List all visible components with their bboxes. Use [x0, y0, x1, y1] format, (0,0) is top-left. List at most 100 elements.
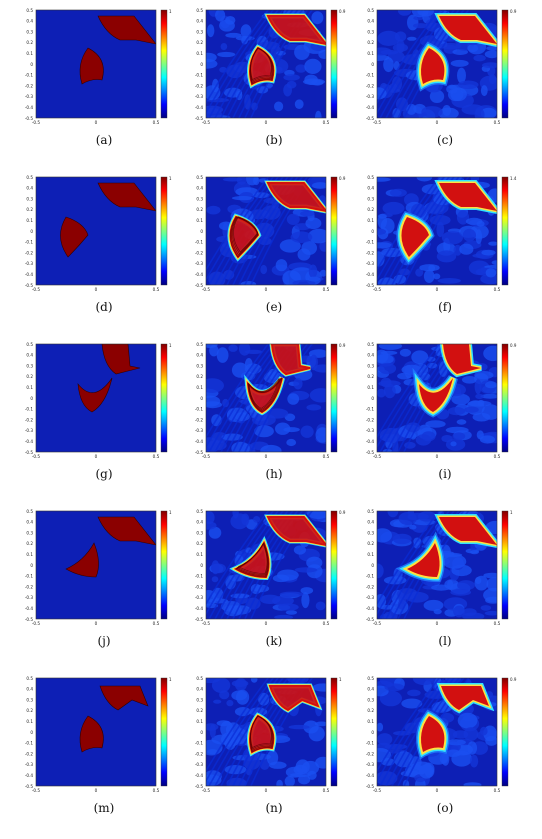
y-tick-label: -0.3 [195, 261, 204, 266]
panel-plot: 0.5 0.4 0.3 0.2 0.1 0 -0.1 -0.2 -0.3 -0.4 -0.5-0.5… [25, 175, 172, 292]
y-tick-label: 0.5 [196, 509, 203, 514]
x-tick-label: 0.5 [323, 454, 330, 459]
x-tick-label: -0.5 [373, 454, 382, 459]
axes-frame [205, 176, 327, 286]
axes-frame [35, 677, 157, 787]
y-tick-label: 0.1 [26, 385, 33, 390]
colorbar [501, 677, 509, 787]
x-tick-label: 0 [265, 120, 268, 125]
y-tick-label: -0.4 [25, 439, 34, 444]
y-tick-label: 0.4 [196, 353, 203, 358]
y-tick-label: 0.5 [26, 509, 33, 514]
y-tick-label: 0.3 [196, 29, 203, 34]
y-tick-label: 0.4 [26, 186, 33, 191]
colorbar-max-label: 0.9 [510, 9, 517, 14]
y-tick-label: -0.2 [25, 83, 34, 88]
y-tick-label: 0.5 [26, 676, 33, 681]
y-tick-label: -0.3 [366, 94, 375, 99]
y-tick-label: 0.5 [26, 175, 33, 180]
y-tick-label: -0.5 [195, 283, 204, 288]
y-tick-label: -0.4 [366, 272, 375, 277]
y-tick-label: 0.1 [26, 719, 33, 724]
panel-f: 0.5 0.4 0.3 0.2 0.1 0 -0.1 -0.2 -0.3 -0.4 -0.5 -0.5… [355, 173, 535, 338]
colorbar [501, 9, 509, 119]
y-tick-label: -0.4 [366, 606, 375, 611]
x-tick-label: -0.5 [373, 788, 382, 793]
colorbar-max-label: 0.9 [339, 9, 346, 14]
y-tick-label: -0.3 [195, 94, 204, 99]
panel-plot: 0.5 0.4 0.3 0.2 0.1 0 -0.1 -0.2 -0.3 -0.4 -0.5-0.5… [195, 509, 346, 626]
y-tick-label: -0.4 [25, 773, 34, 778]
y-tick-label: -0.3 [366, 428, 375, 433]
y-tick-label: 0.2 [26, 541, 33, 546]
y-tick-label: -0.4 [25, 105, 34, 110]
y-tick-label: 0.5 [196, 342, 203, 347]
panel-i: 0.5 0.4 0.3 0.2 0.1 0 -0.1 -0.2 -0.3 -0.4 -0.5 -0.5… [355, 340, 535, 505]
y-tick-label: -0.1 [25, 73, 34, 78]
y-tick-label: -0.3 [25, 595, 34, 600]
y-tick-label: -0.3 [195, 428, 204, 433]
y-tick-label: 0.4 [367, 520, 374, 525]
field-image [377, 344, 497, 452]
y-tick-label: -0.2 [366, 751, 375, 756]
x-tick-label: 0.5 [323, 287, 330, 292]
y-tick-label: 0.2 [196, 40, 203, 45]
x-tick-label: 0.5 [323, 621, 330, 626]
x-tick-label: -0.5 [373, 120, 382, 125]
colorbar-max-label: 0.9 [510, 343, 517, 348]
y-tick-label: -0.4 [25, 606, 34, 611]
axes-frame [376, 677, 498, 787]
y-tick-label: 0.2 [26, 207, 33, 212]
y-tick-label: -0.1 [195, 741, 204, 746]
colorbar [501, 510, 509, 620]
y-tick-label: 0 [371, 563, 374, 568]
panel-h: 0.5 0.4 0.3 0.2 0.1 0 -0.1 -0.2 -0.3 -0.4 -0.5 -0.5… [184, 340, 364, 505]
y-tick-label: 0.1 [367, 218, 374, 223]
y-tick-label: 0.1 [367, 51, 374, 56]
y-tick-label: 0.1 [26, 51, 33, 56]
panel-caption: (a) [95, 133, 113, 147]
x-tick-label: 0.5 [153, 120, 160, 125]
colorbar [330, 510, 338, 620]
colorbar-max-label: 1 [510, 510, 513, 515]
panel-caption: (f) [438, 300, 452, 314]
y-tick-label: -0.4 [366, 773, 375, 778]
field-image [36, 511, 156, 619]
x-tick-label: 0 [436, 454, 439, 459]
y-tick-label: -0.3 [25, 762, 34, 767]
y-tick-label: 0.4 [367, 19, 374, 24]
y-tick-label: 0.4 [367, 186, 374, 191]
y-tick-label: 0.1 [367, 719, 374, 724]
y-tick-label: 0.3 [196, 196, 203, 201]
colorbar [160, 343, 168, 453]
x-tick-label: -0.5 [32, 287, 41, 292]
y-tick-label: 0.3 [26, 196, 33, 201]
field-image [377, 177, 497, 285]
y-tick-label: 0.1 [367, 552, 374, 557]
y-tick-label: 0.4 [196, 186, 203, 191]
x-tick-label: 0.5 [494, 454, 501, 459]
y-tick-label: -0.3 [366, 595, 375, 600]
panel-plot: 0.5 0.4 0.3 0.2 0.1 0 -0.1 -0.2 -0.3 -0.4 -0.5-0.5… [25, 509, 172, 626]
panel-caption: (o) [436, 801, 454, 815]
y-tick-label: -0.3 [25, 261, 34, 266]
y-tick-label: 0 [200, 62, 203, 67]
y-tick-label: 0.2 [367, 708, 374, 713]
panel-plot: 0.5 0.4 0.3 0.2 0.1 0 -0.1 -0.2 -0.3 -0.4 -0.5-0.5… [25, 342, 172, 459]
colorbar [330, 677, 338, 787]
y-tick-label: -0.1 [25, 574, 34, 579]
y-tick-label: 0.1 [196, 385, 203, 390]
panel-e: 0.5 0.4 0.3 0.2 0.1 0 -0.1 -0.2 -0.3 -0.4 -0.5 -0.5… [184, 173, 364, 338]
x-tick-label: 0 [436, 287, 439, 292]
field-image [206, 177, 326, 285]
y-tick-label: 0.2 [196, 541, 203, 546]
y-tick-label: 0.5 [26, 342, 33, 347]
y-tick-label: 0.3 [196, 363, 203, 368]
y-tick-label: 0.3 [26, 697, 33, 702]
y-tick-label: 0.2 [196, 708, 203, 713]
y-tick-label: 0.2 [196, 374, 203, 379]
panel-l: 0.5 0.4 0.3 0.2 0.1 0 -0.1 -0.2 -0.3 -0.4 -0.5 -0.5… [355, 507, 535, 672]
panel-plot: 0.5 0.4 0.3 0.2 0.1 0 -0.1 -0.2 -0.3 -0.4 -0.5-0.5… [195, 676, 342, 793]
y-tick-label: 0.3 [196, 697, 203, 702]
